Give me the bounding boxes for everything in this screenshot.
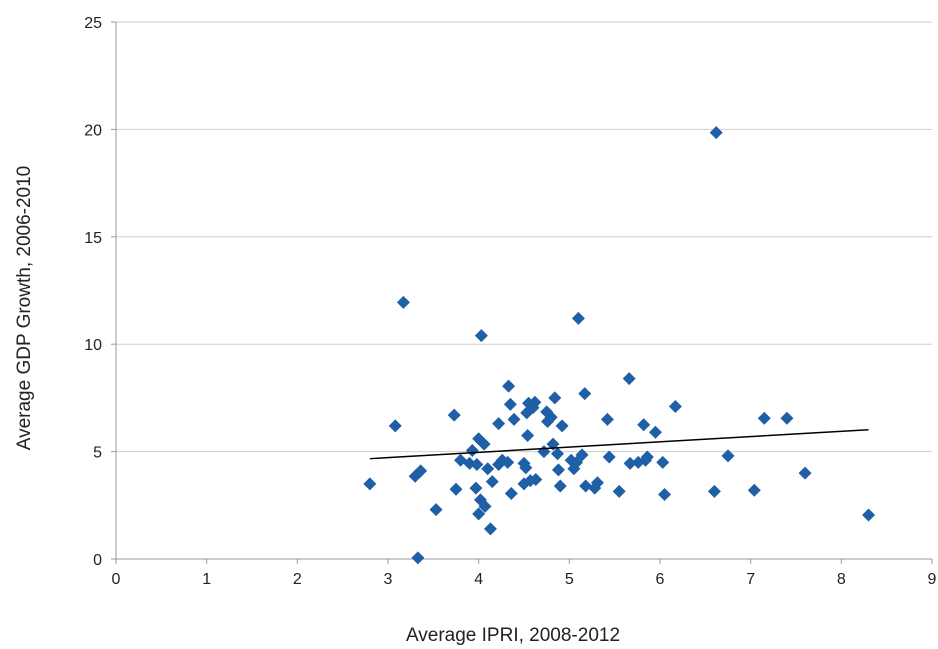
data-point xyxy=(537,445,551,459)
data-point xyxy=(551,447,565,461)
data-point xyxy=(747,483,761,497)
data-point xyxy=(411,551,425,565)
data-point xyxy=(600,412,614,426)
y-tick-label: 15 xyxy=(84,230,102,247)
y-tick-label: 20 xyxy=(84,122,102,139)
data-point xyxy=(640,450,654,464)
data-point xyxy=(502,379,516,393)
y-tick-label: 25 xyxy=(84,15,102,32)
data-point xyxy=(590,476,604,490)
data-point xyxy=(388,419,402,433)
x-tick-label: 4 xyxy=(474,571,483,588)
x-tick-label: 6 xyxy=(656,571,665,588)
data-point xyxy=(544,410,558,424)
data-point xyxy=(363,477,377,491)
data-point xyxy=(449,482,463,496)
data-point xyxy=(429,503,443,517)
x-tick-label: 5 xyxy=(565,571,574,588)
x-axis-title: Average IPRI, 2008-2012 xyxy=(406,625,620,646)
data-point xyxy=(579,479,593,493)
data-point xyxy=(571,311,585,325)
data-point xyxy=(519,461,533,475)
x-tick-label: 8 xyxy=(837,571,846,588)
x-tick-label: 9 xyxy=(928,571,937,588)
x-tick-label: 1 xyxy=(202,571,211,588)
data-point xyxy=(477,437,491,451)
data-point xyxy=(553,479,567,493)
data-point xyxy=(478,499,492,513)
data-point xyxy=(447,408,461,422)
x-tick-label: 2 xyxy=(293,571,302,588)
y-tick-label: 10 xyxy=(84,337,102,354)
data-point xyxy=(485,475,499,489)
y-tick-label: 5 xyxy=(93,445,102,462)
data-point xyxy=(521,428,535,442)
data-point xyxy=(474,329,488,343)
data-point xyxy=(555,419,569,433)
data-point xyxy=(709,126,723,140)
data-point xyxy=(656,455,670,469)
data-point xyxy=(501,455,515,469)
data-point xyxy=(648,425,662,439)
data-point xyxy=(414,464,428,478)
y-axis-ticks: 0 5 10 15 20 25 xyxy=(84,15,116,569)
data-point xyxy=(465,444,479,458)
data-point xyxy=(548,391,562,405)
data-point xyxy=(602,450,616,464)
data-point xyxy=(721,449,735,463)
data-point xyxy=(780,411,794,425)
data-point xyxy=(612,484,626,498)
data-point xyxy=(529,473,543,487)
data-point xyxy=(470,457,484,471)
data-point xyxy=(469,481,483,495)
y-tick-label: 0 xyxy=(93,552,102,569)
data-point xyxy=(757,411,771,425)
data-point xyxy=(862,508,876,522)
x-tick-label: 0 xyxy=(112,571,121,588)
data-point xyxy=(668,399,682,413)
data-point xyxy=(622,372,636,386)
data-point xyxy=(481,462,495,476)
x-axis-ticks: 0 1 2 3 4 5 6 7 8 9 xyxy=(112,559,937,588)
data-point xyxy=(504,486,518,500)
data-point xyxy=(472,507,486,521)
grid-lines xyxy=(116,21,932,453)
x-tick-label: 7 xyxy=(746,571,755,588)
data-point xyxy=(528,395,542,409)
data-point xyxy=(483,522,497,536)
data-points xyxy=(363,126,876,565)
data-point xyxy=(658,488,672,502)
data-point xyxy=(507,412,521,426)
data-point xyxy=(575,448,589,462)
data-point xyxy=(503,397,517,411)
data-point xyxy=(551,463,565,477)
data-point xyxy=(578,387,592,401)
trendline xyxy=(369,428,869,460)
data-point xyxy=(492,417,506,431)
data-point xyxy=(707,484,721,498)
y-axis-title: Average GDP Growth, 2006-2010 xyxy=(14,166,35,450)
data-point xyxy=(623,456,637,470)
x-tick-label: 3 xyxy=(384,571,393,588)
data-point xyxy=(798,466,812,480)
data-point xyxy=(637,418,651,432)
data-point xyxy=(396,295,410,309)
